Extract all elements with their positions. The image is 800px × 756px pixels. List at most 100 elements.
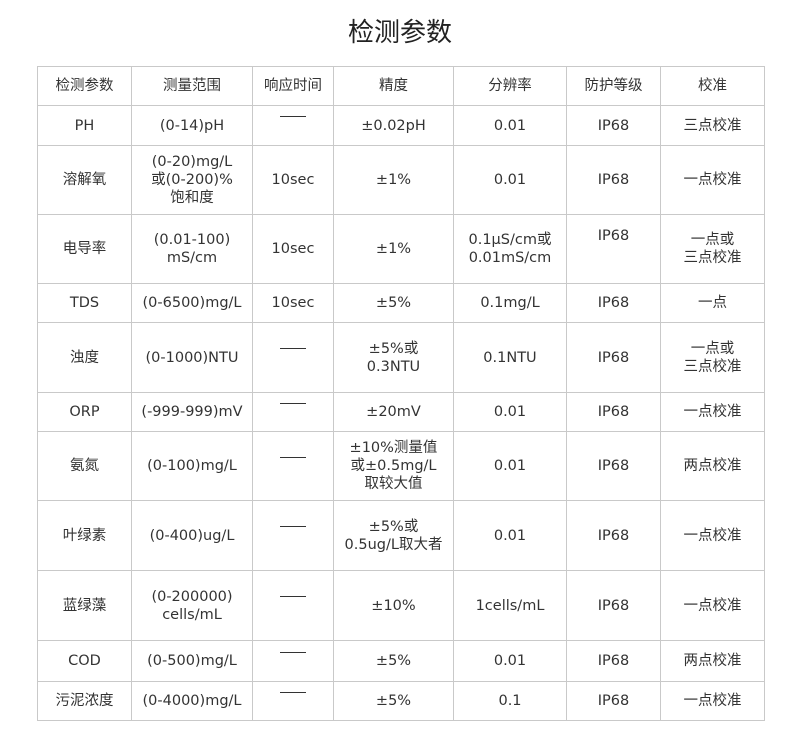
table-cell: IP68 (566, 570, 661, 641)
table-cell: —— (252, 392, 334, 432)
table-cell: (0-400)ug/L (131, 500, 253, 571)
table-cell: (0-200000) cells/mL (131, 570, 253, 641)
dash-placeholder: —— (280, 116, 306, 135)
table-cell: IP68 (566, 431, 661, 501)
dash-placeholder: —— (280, 526, 306, 545)
table-cell: 一点 (660, 283, 765, 323)
table-cell: 1cells/mL (453, 570, 567, 641)
table-row: TDS (0-6500)mg/L 10sec ±5% 0.1mg/L IP68 一点 (37, 283, 765, 323)
table-cell: 蓝绿藻 (37, 570, 132, 641)
table-cell: —— (252, 640, 334, 682)
table-cell: 0.01 (453, 105, 567, 146)
table-cell: 污泥浓度 (37, 681, 132, 721)
table-cell: (0-1000)NTU (131, 322, 253, 393)
dash-placeholder: —— (280, 348, 306, 367)
table-row: 蓝绿藻(0-200000) cells/mL —— ±10%1cells/mLIP6… (37, 570, 765, 641)
column-header: 精度 (333, 66, 454, 106)
table-cell: IP68 (566, 392, 661, 432)
table-cell: ±10%测量值 或±0.5mg/L 取较大值 (333, 431, 454, 501)
table-cell: IP68 (566, 640, 661, 682)
dash-placeholder: —— (280, 402, 306, 422)
table-cell: 0.01 (453, 431, 567, 501)
table-cell: ±1% (333, 214, 454, 284)
table-row: 浊度(0-1000)NTU —— ±5%或 0.3NTU0.1NTUIP68一点或 … (37, 322, 765, 393)
table-cell: (0-4000)mg/L (131, 681, 253, 721)
table-cell: 0.01 (453, 500, 567, 571)
table-cell: 一点或 三点校准 (660, 214, 765, 284)
table-cell: 0.01 (453, 392, 567, 432)
dash-placeholder: —— (280, 456, 306, 476)
column-header: 分辨率 (453, 66, 567, 106)
table-cell: 一点校准 (660, 500, 765, 571)
table-cell: 一点校准 (660, 145, 765, 215)
table-cell: ±5%或 0.3NTU (333, 322, 454, 393)
table-row: 氨氮(0-100)mg/L —— ±10%测量值 或±0.5mg/L 取较大值0.0… (37, 431, 765, 501)
table-row: 电导率 (0.01-100) mS/cm 10sec ±1% 0.1μS/cm或 0.0… (37, 214, 765, 284)
table-cell: 两点校准 (660, 640, 765, 682)
table-cell: 浊度 (37, 322, 132, 393)
dash-placeholder: —— (280, 691, 306, 711)
table-cell: 0.1 (453, 681, 567, 721)
table-cell: IP68 (566, 214, 661, 284)
table-cell: ±5% (333, 283, 454, 323)
table-cell: ±10% (333, 570, 454, 641)
dash-placeholder: —— (280, 651, 306, 671)
table-cell: (0-6500)mg/L (131, 283, 253, 323)
table-cell: 10sec (252, 283, 334, 323)
dash-placeholder: —— (280, 596, 306, 615)
table-cell: 0.01 (453, 145, 567, 215)
table-row: 叶绿素(0-400)ug/L —— ±5%或 0.5ug/L取大者0.01IP68一… (37, 500, 765, 571)
column-header: 响应时间 (252, 66, 334, 106)
table-cell: 一点校准 (660, 570, 765, 641)
table-cell: —— (252, 570, 334, 641)
table-cell: (0-100)mg/L (131, 431, 253, 501)
table-cell: ±5% (333, 640, 454, 682)
table-cell: 10sec (252, 214, 334, 284)
table-cell: 一点校准 (660, 392, 765, 432)
table-cell: (0-500)mg/L (131, 640, 253, 682)
table-cell: 一点校准 (660, 681, 765, 721)
column-header: 检测参数 (37, 66, 132, 106)
table-cell: (0-20)mg/L 或(0-200)% 饱和度 (131, 145, 253, 215)
table-cell: 三点校准 (660, 105, 765, 146)
table-cell: TDS (37, 283, 132, 323)
table-cell: ±20mV (333, 392, 454, 432)
table-cell: IP68 (566, 105, 661, 146)
table-cell: —— (252, 500, 334, 571)
table-cell: —— (252, 681, 334, 721)
table-cell: 0.1μS/cm或 0.01mS/cm (453, 214, 567, 284)
column-header: 测量范围 (131, 66, 253, 106)
table-cell: IP68 (566, 322, 661, 393)
table-cell: (-999-999)mV (131, 392, 253, 432)
table-cell: —— (252, 105, 334, 146)
table-cell: 10sec (252, 145, 334, 215)
table-cell: IP68 (566, 283, 661, 323)
table-cell: IP68 (566, 145, 661, 215)
table-header-row: 检测参数 测量范围 响应时间 精度 分辨率 防护等级 校准 (37, 66, 765, 106)
column-header: 校准 (660, 66, 765, 106)
table-cell: 氨氮 (37, 431, 132, 501)
column-header: 防护等级 (566, 66, 661, 106)
table-cell: 电导率 (37, 214, 132, 284)
table-cell: 溶解氧 (37, 145, 132, 215)
table-cell: (0.01-100) mS/cm (131, 214, 253, 284)
table-cell: 0.1mg/L (453, 283, 567, 323)
table-cell: 叶绿素 (37, 500, 132, 571)
table-cell: 一点或 三点校准 (660, 322, 765, 393)
table-cell: PH (37, 105, 132, 146)
table-cell: —— (252, 431, 334, 501)
page-title: 检测参数 (347, 18, 452, 48)
table-cell: ±0.02pH (333, 105, 454, 146)
table-cell: —— (252, 322, 334, 393)
table-cell: ±1% (333, 145, 454, 215)
table-cell: IP68 (566, 681, 661, 721)
table-cell: (0-14)pH (131, 105, 253, 146)
table-cell: COD (37, 640, 132, 682)
table-cell: IP68 (566, 500, 661, 571)
table-cell: ±5%或 0.5ug/L取大者 (333, 500, 454, 571)
